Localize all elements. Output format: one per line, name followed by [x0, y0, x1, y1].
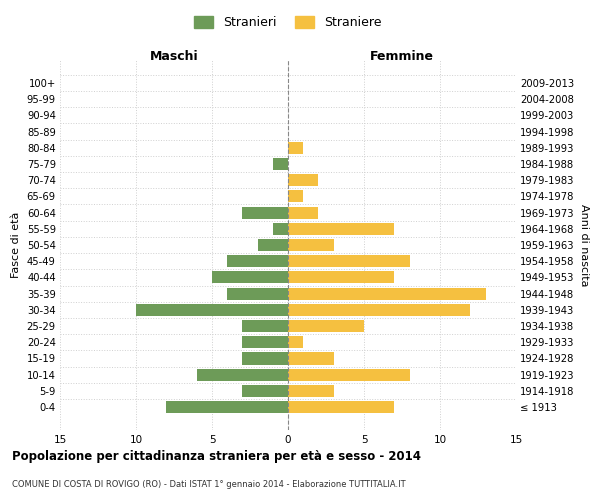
Bar [288, 304, 470, 316]
Bar [136, 304, 288, 316]
Text: COMUNE DI COSTA DI ROVIGO (RO) - Dati ISTAT 1° gennaio 2014 - Elaborazione TUTTI: COMUNE DI COSTA DI ROVIGO (RO) - Dati IS… [12, 480, 406, 489]
Bar [288, 190, 303, 202]
Bar [288, 368, 410, 381]
Bar [166, 401, 288, 413]
Bar [257, 239, 288, 251]
Bar [288, 336, 303, 348]
Bar [288, 272, 394, 283]
Bar [288, 255, 410, 268]
Bar [288, 352, 334, 364]
Bar [242, 336, 288, 348]
Legend: Stranieri, Straniere: Stranieri, Straniere [190, 11, 386, 34]
Bar [242, 385, 288, 397]
Text: Popolazione per cittadinanza straniera per età e sesso - 2014: Popolazione per cittadinanza straniera p… [12, 450, 421, 463]
Bar [288, 206, 319, 218]
Bar [227, 288, 288, 300]
Bar [288, 401, 394, 413]
Y-axis label: Fasce di età: Fasce di età [11, 212, 21, 278]
Bar [288, 320, 364, 332]
Bar [197, 368, 288, 381]
Bar [288, 174, 319, 186]
Bar [273, 222, 288, 235]
Bar [288, 222, 394, 235]
Text: Femmine: Femmine [370, 50, 434, 64]
Bar [273, 158, 288, 170]
Bar [242, 206, 288, 218]
Bar [288, 288, 485, 300]
Bar [288, 385, 334, 397]
Bar [242, 320, 288, 332]
Bar [212, 272, 288, 283]
Bar [242, 352, 288, 364]
Bar [288, 142, 303, 154]
Text: Maschi: Maschi [149, 50, 199, 64]
Bar [227, 255, 288, 268]
Y-axis label: Anni di nascita: Anni di nascita [578, 204, 589, 286]
Bar [288, 239, 334, 251]
